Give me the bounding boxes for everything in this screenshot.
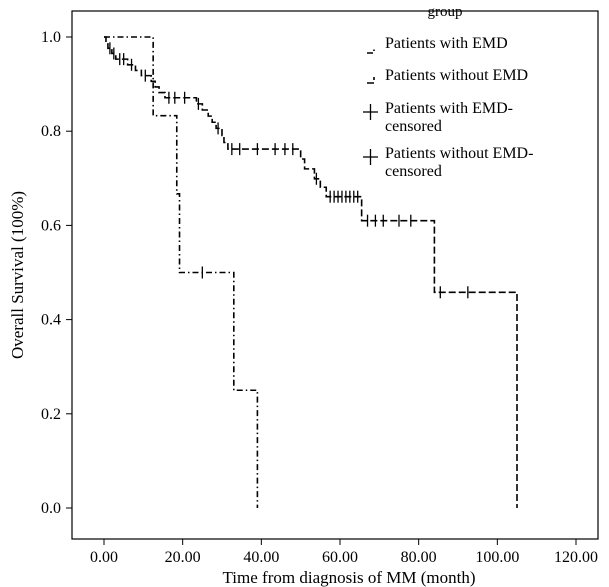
legend-swatch-without-emd xyxy=(367,77,375,84)
survival-curves xyxy=(104,36,518,508)
legend: group Patients with EMD Patients without… xyxy=(363,4,537,180)
legend-title: group xyxy=(428,4,463,20)
curve-without-emd xyxy=(104,36,518,508)
y-tick-label: 0.6 xyxy=(41,217,61,234)
x-tick-label: 40.00 xyxy=(243,549,279,566)
y-axis: 0.0 0.2 0.4 0.6 0.8 1.0 xyxy=(41,29,72,517)
legend-entry-without-emd-censored-line2: censored xyxy=(385,163,442,180)
legend-entry-without-emd-censored: Patients without EMD- censored xyxy=(385,145,537,180)
legend-entry-with-emd-censored-line1: Patients with EMD- xyxy=(385,100,513,117)
legend-entry-with-emd-censored: Patients with EMD- censored xyxy=(385,100,517,135)
plot-frame xyxy=(71,10,599,540)
censor-marks xyxy=(109,42,469,299)
y-tick-label: 0.0 xyxy=(41,500,61,517)
x-tick-label: 80.00 xyxy=(401,549,437,566)
x-tick-label: 20.00 xyxy=(165,549,201,566)
y-axis-label: Overall Survival (100%) xyxy=(8,191,27,359)
x-tick-label: 120.00 xyxy=(554,549,598,566)
legend-entry-with-emd: Patients with EMD xyxy=(385,35,508,52)
legend-entry-without-emd: Patients without EMD xyxy=(385,67,528,84)
legend-swatch-with-emd xyxy=(367,47,375,54)
x-tick-label: 0.00 xyxy=(90,549,118,566)
legend-entry-without-emd-censored-line1: Patients without EMD- xyxy=(385,145,533,162)
x-tick-label: 100.00 xyxy=(475,549,519,566)
x-axis: 0.00 20.00 40.00 60.00 80.00 100.00 120.00 xyxy=(90,539,598,566)
curve-with-emd xyxy=(104,36,259,508)
y-tick-label: 0.2 xyxy=(41,406,61,423)
x-axis-label: Time from diagnosis of MM (month) xyxy=(223,568,476,587)
legend-entry-with-emd-censored-line2: censored xyxy=(385,118,442,135)
y-tick-label: 0.4 xyxy=(41,312,61,329)
y-tick-label: 0.8 xyxy=(41,123,61,140)
y-tick-label: 1.0 xyxy=(41,29,61,46)
x-tick-label: 60.00 xyxy=(322,549,358,566)
